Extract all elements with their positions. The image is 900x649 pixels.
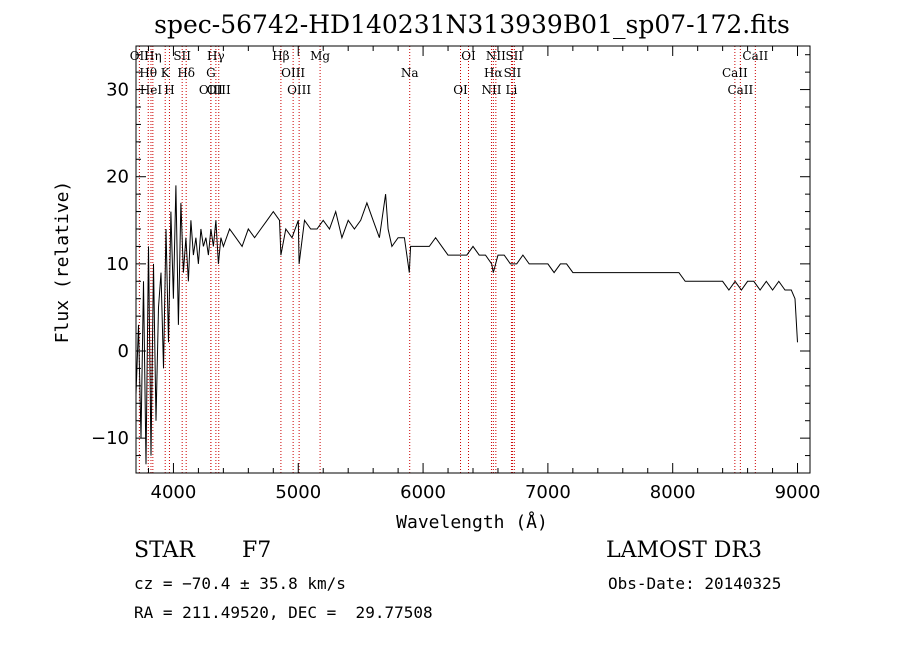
spectral-line-label: CaII [742,49,768,63]
survey-name: LAMOST DR3 [606,538,762,563]
spectral-line-label: Hδ [177,66,195,80]
spectral-line-label: HeI [140,83,163,97]
redshift-cz: cz = −70.4 ± 35.8 km/s [134,574,346,593]
spectral-line-labels-layer: OIIHθHeIHηKHSIIHδOIIIHγGOIIIHβOIIIOIIIMg… [130,49,769,97]
spectral-line-label: Hη [144,49,162,63]
x-tick-label: 6000 [400,482,446,503]
spectral-line-label: OIII [287,83,311,97]
object-class: STAR [134,538,195,563]
x-tick-label: 4000 [151,482,197,503]
spectral-line-label: Na [401,66,419,80]
spectral-lines-layer [138,46,756,473]
y-tick-label: 10 [106,254,129,275]
spectral-line-label: OI [461,49,476,63]
spectral-line-label: OIII [281,66,305,80]
spectral-line-label: NII [486,49,506,63]
spectral-line-label: Hγ [207,49,225,63]
spectral-line-label: OII [130,49,150,63]
chart-title: spec-56742-HD140231N313939B01_sp07-172.f… [154,10,790,39]
coordinates: RA = 211.49520, DEC = 29.77508 [134,603,433,622]
y-tick-label: 0 [118,341,129,362]
spectral-line-label: SII [505,49,523,63]
spectral-line-label: CaII [727,83,753,97]
y-axis-title: Flux (relative) [52,181,73,344]
x-tick-label: 5000 [275,482,321,503]
spectral-line-label: OIII [199,83,223,97]
spectral-line-label: H [164,83,174,97]
spectral-line-label: CaII [722,66,748,80]
spectral-line-label: NII [481,83,501,97]
x-tick-label: 8000 [650,482,696,503]
observation-date: Obs-Date: 20140325 [608,574,782,593]
spectral-line-label: OIII [207,83,231,97]
spectral-line-label: K [161,66,171,80]
spectral-line-label: Hβ [272,49,289,63]
spectrum-series-line [135,185,798,465]
spectral-line-label: SII [173,49,191,63]
y-tick-label: 30 [106,80,129,101]
axis-ticks-layer: 4000 5000 6000 7000 8000 9000 −10 0 10 20 30 [91,46,820,503]
spectral-line-label: Hθ [139,66,157,80]
spectral-line-label: Li [506,83,518,97]
x-tick-label: 7000 [525,482,571,503]
spectral-line-label: Mg [310,49,330,63]
object-subclass: F7 [242,538,272,563]
plot-frame [135,45,811,474]
y-tick-label: 20 [106,167,129,188]
x-axis-title: Wavelength (Å) [396,511,548,533]
spectral-line-label: OI [453,83,468,97]
x-tick-label: 9000 [775,482,821,503]
spectral-line-label: Hα [484,66,503,80]
y-tick-label: −10 [91,428,129,449]
spectral-line-label: SII [504,66,522,80]
spectral-line-label: G [206,66,216,80]
